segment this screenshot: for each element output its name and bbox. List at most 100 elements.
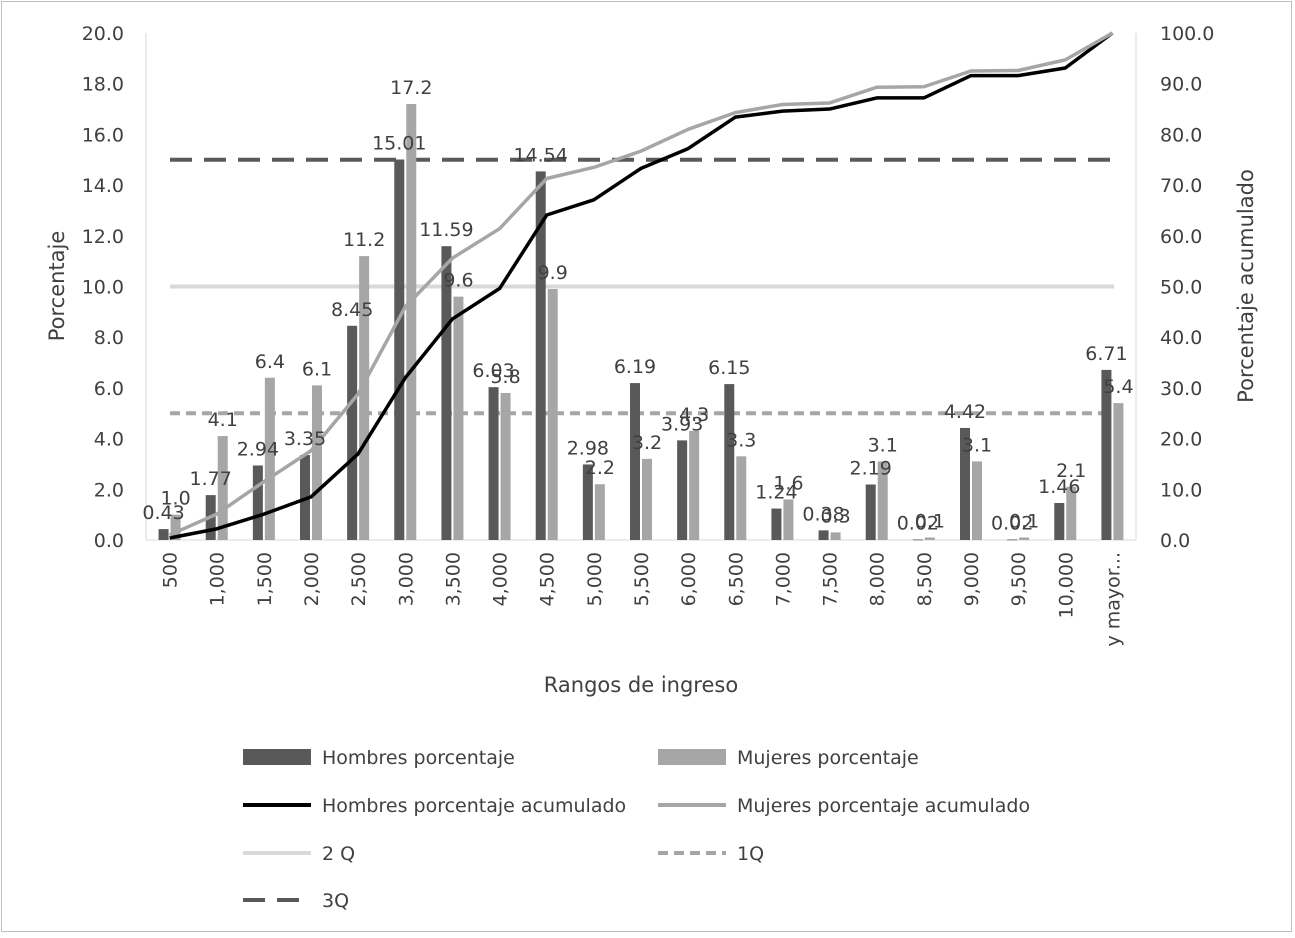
bar [582, 464, 593, 540]
bar [264, 377, 275, 540]
bar [1007, 539, 1018, 541]
bar [865, 484, 876, 540]
data-label: 9.6 [443, 270, 473, 292]
data-label: 14.54 [514, 144, 568, 166]
data-label: 3.1 [868, 434, 898, 456]
x-tick-label: 4,500 [537, 552, 559, 606]
x-tick-label: 1,000 [207, 552, 229, 606]
legend-label: 3Q [322, 890, 349, 912]
tick-labels: 0.0 2.0 4.0 6.0 8.0 10.0 12.0 14.0 16.0 18.0 20.0 0… [82, 23, 1215, 647]
data-label: 1.0 [160, 488, 190, 510]
bar [1019, 537, 1030, 540]
bar [736, 456, 747, 540]
legend: Hombres porcentaje Mujeres porcentaje Homb… [243, 747, 1030, 912]
data-label: 3.35 [284, 428, 326, 450]
x-tick-label: 6,500 [725, 552, 747, 606]
y-tick-label: 20.0 [82, 23, 124, 45]
legend-label: 2 Q [322, 843, 355, 865]
data-label: 17.2 [390, 77, 432, 99]
data-label: 0.02 [897, 512, 939, 534]
data-label: 2.2 [585, 457, 615, 479]
y-tick-label: 16.0 [82, 124, 124, 146]
bar [689, 430, 700, 540]
series-line [168, 31, 1114, 537]
bar [547, 289, 558, 540]
bar [1054, 502, 1065, 540]
y-tick-label: 2.0 [94, 479, 124, 501]
x-tick-label: 9,500 [1008, 552, 1030, 606]
bar [347, 325, 358, 540]
x-tick-label: 6,000 [678, 552, 700, 606]
quartile-lines [170, 157, 1114, 416]
bar [453, 296, 464, 540]
data-label: 5.4 [1103, 376, 1133, 398]
legend-swatch [243, 749, 311, 765]
y2-tick-label: 70.0 [1160, 175, 1202, 197]
data-label: 0.3 [820, 505, 850, 527]
bar [488, 387, 499, 540]
data-label: 2.98 [567, 437, 609, 459]
bar [1113, 403, 1124, 540]
bar [724, 384, 735, 540]
data-label: 0.1 [915, 510, 945, 532]
y2-tick-label: 30.0 [1160, 378, 1202, 400]
y-tick-label: 12.0 [82, 226, 124, 248]
data-label: 8.45 [331, 299, 373, 321]
y2-tick-label: 20.0 [1160, 429, 1202, 451]
y2-tick-label: 10.0 [1160, 479, 1202, 501]
y-tick-label: 10.0 [82, 277, 124, 299]
bar [500, 392, 511, 540]
x-tick-label: 10,000 [1055, 552, 1077, 618]
y2-axis-title: Porcentaje acumulado [1234, 169, 1258, 403]
bar [217, 436, 228, 540]
bar [924, 537, 935, 540]
x-tick-label: 2,500 [348, 552, 370, 606]
x-tick-label: 1,500 [254, 552, 276, 606]
data-label: 6.1 [302, 358, 332, 380]
bar [406, 103, 417, 540]
data-label: 3.2 [632, 432, 662, 454]
data-label: 11.59 [419, 219, 473, 241]
data-label: 3.3 [726, 429, 756, 451]
data-label: 0.38 [802, 503, 844, 525]
y2-tick-label: 50.0 [1160, 277, 1202, 299]
bar [252, 465, 263, 540]
legend-label: Mujeres porcentaje acumulado [737, 795, 1030, 817]
bars [158, 103, 1124, 541]
data-label: 4.1 [208, 409, 238, 431]
data-label: 6.19 [614, 356, 656, 378]
x-tick-label: 2,000 [301, 552, 323, 606]
bar [783, 499, 794, 540]
y-tick-label: 6.0 [94, 378, 124, 400]
bar [818, 530, 829, 540]
bar [312, 385, 322, 540]
data-label: 2.94 [237, 438, 279, 460]
series-line [169, 31, 1114, 540]
bar [830, 532, 841, 540]
bar [1101, 369, 1112, 540]
data-label: 0.43 [142, 502, 184, 524]
x-tick-label: y mayor... [1102, 552, 1124, 647]
x-tick-label: 7,000 [772, 552, 794, 606]
x-tick-label: 3,000 [395, 552, 417, 606]
x-tick-label: 7,500 [820, 552, 842, 606]
y-axis-title: Porcentaje [45, 231, 69, 342]
legend-label: Hombres porcentaje acumulado [322, 795, 626, 817]
data-label: 2.19 [850, 457, 892, 479]
data-label: 1.77 [190, 468, 232, 490]
y2-tick-label: 100.0 [1160, 23, 1214, 45]
bar [394, 159, 405, 540]
data-label: 1.6 [773, 472, 803, 494]
y-tick-label: 0.0 [94, 530, 124, 552]
data-label: 6.03 [472, 360, 514, 382]
bar [877, 461, 888, 540]
data-label: 15.01 [372, 132, 426, 154]
y2-tick-label: 80.0 [1160, 124, 1202, 146]
y-tick-label: 18.0 [82, 74, 124, 96]
x-tick-label: 9,000 [961, 552, 983, 606]
x-tick-label: 8,000 [867, 552, 889, 606]
y2-tick-label: 60.0 [1160, 226, 1202, 248]
data-label: 3.1 [962, 434, 992, 456]
